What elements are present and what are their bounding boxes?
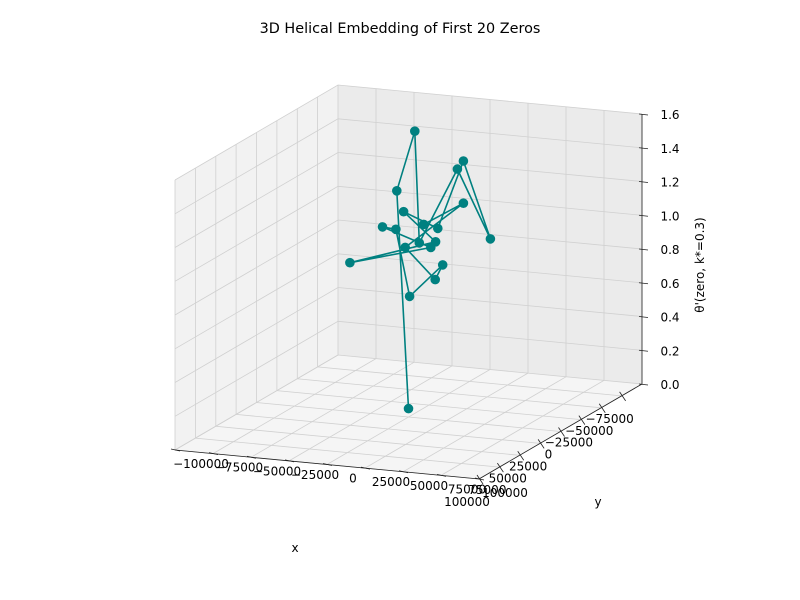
z-tick-label: 0.4: [660, 311, 679, 325]
x-tick-label: 50000: [489, 471, 527, 485]
y-tick-label: −50000: [253, 464, 301, 478]
x-tick-label: −75000: [586, 412, 634, 426]
data-point: [400, 242, 411, 253]
data-point: [485, 234, 496, 244]
y-tick-label: −100000: [173, 457, 229, 471]
data-point: [391, 224, 401, 235]
y-tick-label: −75000: [215, 461, 263, 475]
grid-line-z: [174, 287, 643, 383]
z-tick-label: 1.6: [660, 108, 679, 122]
data-point: [458, 156, 469, 166]
z-axis-label: θ'(zero, k*=0.3): [693, 217, 707, 312]
x-tick-label: 0: [545, 448, 553, 462]
z-tick-label: 1.2: [660, 176, 679, 190]
data-point: [452, 164, 463, 174]
x-tick-label: 100000: [444, 495, 490, 509]
data-point: [433, 223, 443, 234]
data-point: [404, 291, 415, 302]
z-tick: [638, 248, 649, 251]
y-tick: [170, 448, 181, 452]
y-tick-label: −25000: [291, 468, 339, 482]
z-tick: [638, 147, 649, 150]
x-tick: [598, 403, 606, 413]
x-axis-label: x: [291, 541, 298, 555]
data-point: [392, 186, 402, 196]
series-teal: [345, 126, 496, 414]
z-tick-label: 1.4: [660, 142, 679, 156]
grid-line-z: [174, 253, 643, 350]
data-point: [458, 198, 469, 208]
x-tick: [619, 391, 626, 402]
y-tick-label: 100000: [482, 486, 528, 500]
z-tick-label: 0.0: [660, 378, 679, 392]
z-tick: [638, 181, 649, 183]
chart-title: 3D Helical Embedding of First 20 Zeros: [260, 21, 541, 37]
data-point: [398, 206, 409, 217]
grid-line-z: [174, 84, 643, 181]
data-point: [414, 238, 425, 248]
z-tick: [638, 113, 649, 116]
tick-marks: [170, 113, 649, 485]
y-axis-label: y: [594, 495, 601, 509]
data-point: [437, 260, 448, 270]
data-point: [430, 274, 441, 285]
z-tick: [638, 383, 649, 386]
data-point: [377, 222, 388, 232]
y-tick-label: 0: [349, 472, 357, 486]
y-tick: [474, 477, 485, 481]
z-tick-label: 1.0: [660, 209, 679, 223]
data-point: [410, 126, 420, 136]
z-tick: [638, 282, 649, 285]
y-tick: [284, 459, 295, 463]
x-tick-label: −25000: [545, 436, 593, 450]
z-tick: [638, 214, 649, 217]
z-tick-label: 0.6: [660, 277, 679, 291]
data-point: [426, 242, 436, 253]
grid-line-z: [174, 185, 643, 282]
x-tick-label: 25000: [509, 459, 547, 473]
grid-line-z: [174, 118, 643, 215]
grid-line-z: [174, 320, 643, 417]
axis-panes: [175, 85, 642, 479]
x-tick: [497, 462, 504, 473]
y-tick-label: 50000: [410, 479, 448, 493]
grid-line-z: [174, 152, 643, 248]
x-tick: [517, 451, 525, 461]
x-tick-label: −50000: [565, 424, 613, 438]
x-tick: [578, 415, 586, 425]
z-tick: [638, 349, 649, 352]
y-tick: [398, 470, 409, 474]
z-tick-label: 0.2: [660, 344, 679, 358]
x-tick: [558, 427, 565, 437]
data-point: [418, 219, 429, 230]
y-tick: [322, 463, 333, 466]
z-tick: [638, 316, 649, 318]
y-tick-label: 25000: [372, 475, 410, 489]
y-tick: [436, 473, 447, 477]
grid-line-z: [174, 354, 643, 451]
x-tick: [537, 439, 545, 449]
z-tick-label: 0.8: [660, 243, 679, 257]
y-tick-label: 75000: [448, 482, 486, 496]
x-tick-label: 75000: [468, 483, 506, 497]
tick-labels: −75000−50000−250000250005000075000100000…: [173, 108, 679, 509]
data-point: [403, 403, 414, 414]
grid-line-z: [174, 219, 643, 316]
y-tick: [246, 455, 257, 459]
y-tick: [360, 466, 371, 470]
x-axis-line: [478, 383, 643, 480]
data-point: [345, 257, 355, 268]
y-tick: [208, 452, 219, 456]
